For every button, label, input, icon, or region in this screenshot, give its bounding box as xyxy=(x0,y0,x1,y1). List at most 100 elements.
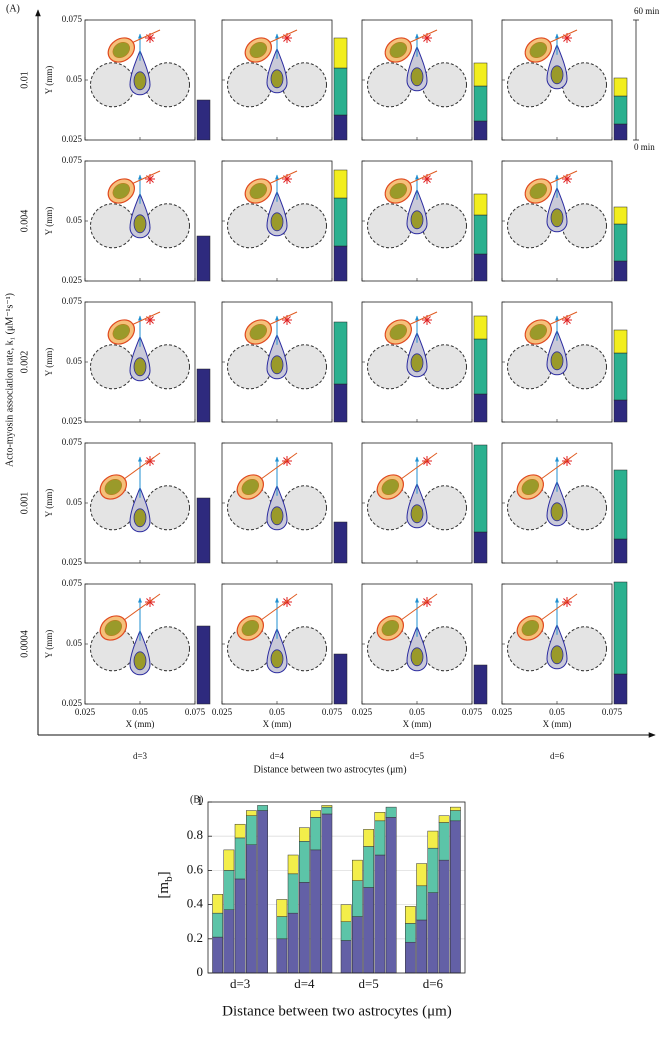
phase-bar xyxy=(613,95,628,125)
x-tick-label: 0.025 xyxy=(212,707,233,717)
row-label: 0.004 xyxy=(19,210,30,233)
bar-segment xyxy=(234,823,246,839)
x-tick-label: 0.075 xyxy=(462,707,483,717)
schematic xyxy=(367,170,467,249)
bar-segment xyxy=(450,810,461,822)
phase-bar xyxy=(333,653,348,705)
bar-segment xyxy=(299,882,310,974)
target-star xyxy=(146,175,154,183)
y-tick-label: 0.025 xyxy=(62,557,83,567)
migrating-nucleus xyxy=(249,41,267,59)
bar-segment xyxy=(223,849,235,871)
y-axis-label: Acto-myosin association rate, k₁ (μM⁻¹s⁻… xyxy=(4,293,15,467)
nucleus xyxy=(410,210,424,230)
schematic xyxy=(367,311,467,390)
bar-segment xyxy=(385,817,397,974)
astrocyte xyxy=(282,626,327,672)
protrusion xyxy=(538,593,578,623)
astrocyte xyxy=(422,626,467,672)
y-tick-label: 0.05 xyxy=(66,356,82,366)
bar-segment xyxy=(352,916,363,974)
phase-bar xyxy=(473,85,488,122)
phase-bar xyxy=(333,321,348,385)
phase-bar xyxy=(473,253,488,282)
migrating-nucleus xyxy=(529,41,547,59)
astrocyte xyxy=(367,62,412,108)
phase-bar xyxy=(333,169,348,199)
bar-segment xyxy=(321,813,333,974)
bar-segment xyxy=(450,820,461,974)
migrating-nucleus xyxy=(529,323,547,341)
target-star xyxy=(146,34,154,42)
y-tick-label: 0.075 xyxy=(62,437,83,447)
bar-segment xyxy=(416,863,427,887)
migrating-nucleus xyxy=(521,619,539,637)
schematic xyxy=(507,170,607,249)
astrocyte xyxy=(227,344,272,390)
migrating-nucleus xyxy=(112,182,130,200)
schematic xyxy=(227,593,327,674)
astrocyte xyxy=(90,344,135,390)
schematic xyxy=(90,452,190,533)
panel-x-label: X (mm) xyxy=(263,719,292,729)
migrating-nucleus xyxy=(389,323,407,341)
y-tick-label: 0.6 xyxy=(187,861,204,876)
protrusion xyxy=(266,29,298,45)
bar-segment xyxy=(310,849,321,974)
nucleus xyxy=(550,208,564,228)
bar-segment xyxy=(246,844,257,974)
nucleus xyxy=(410,353,424,373)
bar-segment xyxy=(340,921,352,941)
row-label: 0.002 xyxy=(19,351,30,374)
astrocyte xyxy=(145,344,190,390)
y-tick-label: 0.2 xyxy=(187,930,203,945)
y-tick-label: 0.4 xyxy=(187,896,204,911)
bar-segment xyxy=(287,854,299,875)
y-tick-label: 0.025 xyxy=(62,134,83,144)
astrocyte xyxy=(282,485,327,531)
y-label-part: [m xyxy=(156,882,172,899)
bar-segment xyxy=(234,837,246,880)
bar-segment xyxy=(212,912,223,938)
astrocyte xyxy=(282,203,327,249)
protrusion xyxy=(258,452,298,482)
nucleus xyxy=(133,214,147,234)
y-label-part: ] xyxy=(156,871,172,876)
nucleus xyxy=(270,212,284,232)
x-tick-label: d=5 xyxy=(358,976,378,991)
phase-bar xyxy=(613,673,628,705)
bar-segment xyxy=(416,919,427,974)
target-star xyxy=(563,34,571,42)
bar-segment xyxy=(374,820,386,856)
panel-y-label: Y (mm) xyxy=(44,348,54,376)
target-star xyxy=(563,175,571,183)
astrocyte xyxy=(90,203,135,249)
y-tick-label: 0.075 xyxy=(62,578,83,588)
row-label: 0.001 xyxy=(19,492,30,515)
phase-bar xyxy=(333,114,348,141)
x-tick-label: 0.025 xyxy=(75,707,96,717)
bar-segment xyxy=(427,830,439,849)
bar-segment xyxy=(276,899,288,917)
phase-bar xyxy=(196,368,211,423)
phase-bar xyxy=(473,393,488,423)
bar-segment xyxy=(363,846,374,888)
x-tick-label: 0.05 xyxy=(132,707,148,717)
x-tick-label: d=4 xyxy=(294,976,315,991)
bar-segment xyxy=(427,847,439,893)
nucleus xyxy=(270,355,284,375)
bar-segment xyxy=(276,938,288,974)
bar-segment xyxy=(438,815,450,823)
target-star xyxy=(283,34,291,42)
protrusion xyxy=(266,311,298,327)
astrocyte xyxy=(562,626,607,672)
nucleus xyxy=(270,69,284,89)
bar-segment xyxy=(299,841,310,883)
target-star xyxy=(283,316,291,324)
astrocyte xyxy=(562,203,607,249)
bar-segment xyxy=(374,854,386,974)
protrusion xyxy=(546,311,578,327)
astrocyte xyxy=(367,344,412,390)
y-tick-label: 0 xyxy=(197,964,204,979)
time-tick-label: 60 min xyxy=(634,6,660,16)
